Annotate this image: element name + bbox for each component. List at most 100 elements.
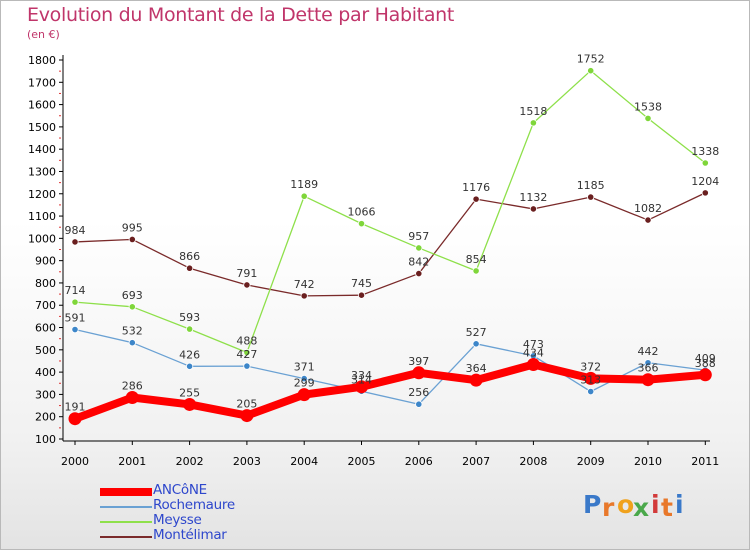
x-tick-label: 2009 [577, 455, 605, 468]
x-tick-label: 2005 [348, 455, 376, 468]
logo-letter: t [661, 493, 673, 522]
data-label: 1204 [691, 175, 719, 188]
series-line-meysse [74, 70, 706, 354]
data-label: 427 [236, 348, 257, 361]
logo-letter: i [675, 490, 684, 519]
y-tick-label: 100 [35, 433, 56, 446]
y-tick-label: 1300 [28, 165, 56, 178]
legend-item: Meysse [100, 512, 350, 530]
data-label: 1176 [462, 181, 490, 194]
data-label: 591 [65, 312, 86, 325]
logo-letter: x [633, 493, 650, 522]
y-tick-label: 1600 [28, 99, 56, 112]
data-label: 372 [580, 360, 601, 373]
data-point [243, 348, 251, 357]
data-point [183, 397, 197, 411]
data-point [186, 325, 194, 333]
logo-letter: P [583, 490, 602, 519]
data-label: 334 [351, 369, 372, 382]
x-tick-label: 2006 [405, 455, 433, 468]
data-label: 371 [294, 361, 315, 374]
data-point [186, 264, 194, 272]
data-label: 388 [695, 357, 716, 370]
data-label: 256 [408, 386, 429, 399]
legend-label: Montélimar [153, 527, 227, 543]
x-tick-label: 2002 [176, 455, 204, 468]
data-point [472, 267, 480, 275]
chart-subtitle: (en €) [27, 28, 60, 41]
x-tick-label: 2008 [519, 455, 547, 468]
data-point [644, 216, 652, 224]
data-point [300, 292, 308, 300]
x-tick-label: 2011 [691, 455, 719, 468]
data-point [243, 281, 251, 289]
legend-swatch [100, 536, 152, 538]
data-label: 434 [523, 347, 544, 360]
legend-item: Rochemaure [100, 497, 350, 515]
legend-label: ANCôNE [153, 482, 207, 498]
data-point [472, 340, 480, 348]
data-point [240, 409, 254, 423]
data-point [644, 359, 652, 367]
y-tick-label: 1800 [28, 54, 56, 67]
data-point [415, 400, 423, 408]
data-label: 866 [179, 250, 200, 263]
logo-letter: i [651, 490, 660, 519]
data-label: 1132 [519, 191, 547, 204]
data-label: 473 [523, 338, 544, 351]
data-label: 426 [179, 348, 200, 361]
data-label: 693 [122, 289, 143, 302]
data-label: 593 [179, 311, 200, 324]
data-point [128, 339, 136, 347]
data-point [587, 193, 595, 201]
data-point [415, 269, 423, 278]
legend-label: Meysse [153, 512, 202, 528]
data-point [469, 373, 483, 387]
y-tick-label: 1000 [28, 232, 56, 245]
y-tick-label: 700 [35, 299, 56, 312]
data-point [355, 380, 368, 394]
series-line-ancône [71, 360, 710, 423]
y-tick-label: 1700 [28, 76, 56, 89]
data-label: 1066 [348, 206, 376, 219]
y-tick-label: 1200 [28, 188, 56, 201]
data-label: 745 [351, 277, 372, 290]
data-label: 488 [236, 334, 257, 347]
data-label: 191 [65, 401, 86, 414]
data-point [415, 244, 423, 252]
data-label: 314 [351, 373, 372, 386]
data-label: 957 [408, 230, 429, 243]
data-label: 397 [408, 355, 429, 368]
legend-item: Montélimar [100, 527, 350, 545]
data-point [644, 114, 652, 123]
y-tick-label: 500 [35, 344, 56, 357]
data-label: 984 [65, 224, 86, 237]
x-tick-label: 2004 [290, 455, 318, 468]
y-tick-label: 900 [35, 255, 56, 268]
y-tick-label: 1100 [28, 210, 56, 223]
data-point [71, 298, 79, 306]
data-label: 1518 [519, 105, 547, 118]
y-tick-label: 800 [35, 277, 56, 290]
data-label: 1189 [290, 178, 318, 191]
chart-title: Evolution du Montant de la Dette par Hab… [27, 4, 455, 26]
data-label: 714 [65, 284, 86, 297]
data-point [526, 358, 540, 372]
data-point [71, 238, 79, 246]
data-label: 442 [638, 345, 659, 358]
y-tick-label: 400 [35, 366, 56, 379]
data-point [128, 235, 136, 244]
x-tick-label: 2007 [462, 455, 490, 468]
data-point [357, 220, 366, 228]
logo-letter: r [602, 493, 615, 522]
data-point [125, 391, 139, 405]
legend-swatch [100, 521, 152, 523]
data-point [701, 189, 709, 197]
data-point [698, 368, 712, 382]
data-point [587, 387, 595, 396]
data-label: 313 [580, 374, 601, 387]
data-point [472, 195, 480, 203]
